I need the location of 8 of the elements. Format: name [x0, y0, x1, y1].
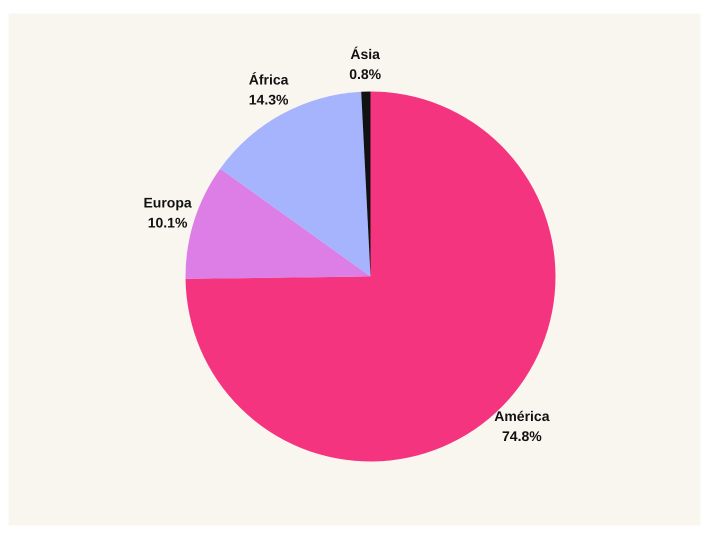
data-label: 74.8% [502, 428, 542, 444]
slice-label: América [494, 408, 550, 424]
data-label: 14.3% [248, 92, 289, 108]
slice-label: Europa [143, 194, 192, 211]
slice-label: Ásia [350, 46, 380, 62]
data-label: 0.8% [349, 66, 382, 82]
data-label: 10.1% [148, 214, 188, 231]
slice-label: África [248, 72, 289, 88]
